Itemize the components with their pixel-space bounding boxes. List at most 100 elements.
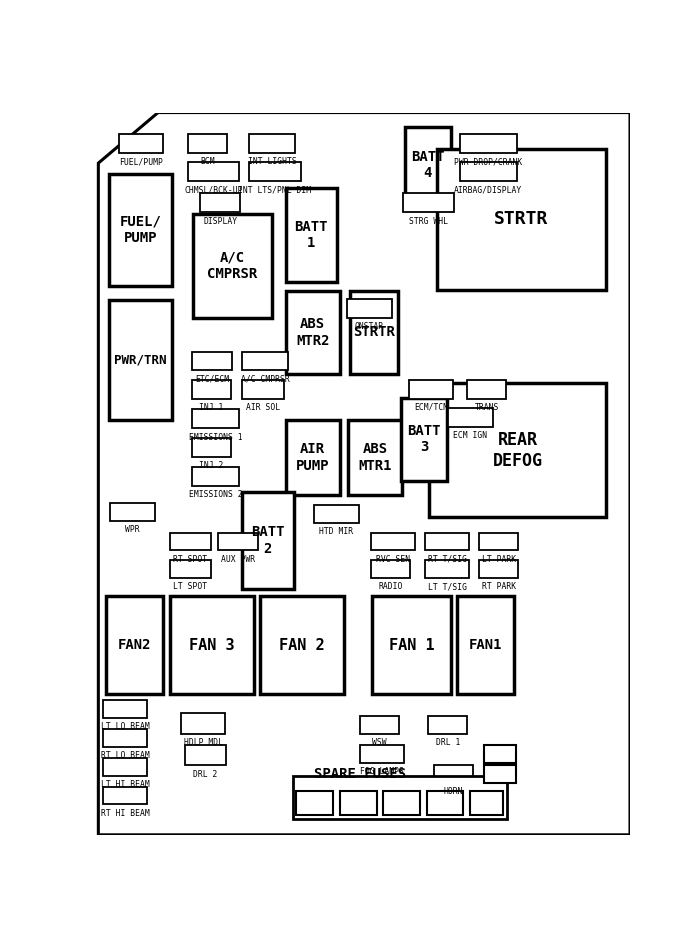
Bar xyxy=(109,300,172,419)
Text: RT PARK: RT PARK xyxy=(482,582,516,591)
Bar xyxy=(480,560,518,578)
Bar xyxy=(293,776,507,819)
Bar xyxy=(426,792,463,814)
Bar xyxy=(242,352,288,371)
Text: EMISSIONS 2: EMISSIONS 2 xyxy=(189,491,242,499)
Bar xyxy=(425,533,470,551)
Bar xyxy=(192,467,239,486)
Text: BCM: BCM xyxy=(200,158,215,166)
Text: WSW: WSW xyxy=(372,738,386,747)
Text: RT T/SIG: RT T/SIG xyxy=(428,554,467,564)
Bar xyxy=(383,792,420,814)
Bar xyxy=(371,533,415,551)
Text: INJ 1: INJ 1 xyxy=(199,403,223,412)
Text: INT LIGHTS: INT LIGHTS xyxy=(248,158,297,166)
Text: FAN 3: FAN 3 xyxy=(189,638,234,653)
Text: ECM IGN: ECM IGN xyxy=(454,431,488,440)
Bar xyxy=(192,352,232,371)
Bar xyxy=(103,787,147,805)
Bar xyxy=(433,765,473,783)
Text: ABS
MTR1: ABS MTR1 xyxy=(358,443,392,473)
Bar xyxy=(360,746,405,763)
Bar xyxy=(286,291,340,374)
Bar xyxy=(470,792,503,814)
Bar xyxy=(448,408,493,427)
Bar xyxy=(193,214,272,318)
Text: HTD MIR: HTD MIR xyxy=(319,527,354,537)
Bar xyxy=(181,714,225,734)
Text: STRTR: STRTR xyxy=(353,325,395,340)
Bar xyxy=(249,162,301,181)
Bar xyxy=(348,419,402,495)
Bar xyxy=(340,792,377,814)
Text: PWR DROP/CRANK: PWR DROP/CRANK xyxy=(454,158,522,166)
Text: A/C
CMPRSR: A/C CMPRSR xyxy=(207,251,258,281)
Bar xyxy=(458,597,514,694)
Bar xyxy=(371,560,409,578)
Text: A/C CMPRSR: A/C CMPRSR xyxy=(241,375,290,384)
Bar xyxy=(103,730,147,747)
Text: AIR SOL: AIR SOL xyxy=(246,403,280,412)
Text: AIR
PUMP: AIR PUMP xyxy=(296,443,330,473)
Text: INJ 2: INJ 2 xyxy=(199,461,223,471)
Bar xyxy=(188,134,227,153)
Bar xyxy=(192,380,231,399)
Bar xyxy=(242,380,284,399)
Bar xyxy=(429,384,606,517)
Bar xyxy=(242,492,294,589)
Text: LT LO BEAM: LT LO BEAM xyxy=(101,722,149,731)
Bar xyxy=(249,134,295,153)
Bar xyxy=(360,717,399,734)
Bar xyxy=(192,438,231,457)
Text: HDLP MDL: HDLP MDL xyxy=(183,738,223,747)
Text: LT PARK: LT PARK xyxy=(482,554,516,564)
Bar xyxy=(296,792,333,814)
Bar xyxy=(402,193,454,212)
Bar xyxy=(468,380,506,399)
Bar xyxy=(428,717,468,734)
Bar xyxy=(192,409,239,428)
Bar xyxy=(438,149,606,290)
Bar xyxy=(185,746,226,765)
Bar xyxy=(484,746,516,763)
Bar xyxy=(109,174,172,286)
Text: FAN1: FAN1 xyxy=(469,638,503,652)
Bar xyxy=(188,162,239,181)
Text: FAN 2: FAN 2 xyxy=(279,638,325,653)
Text: LT HI BEAM: LT HI BEAM xyxy=(101,779,149,789)
Bar xyxy=(349,291,398,374)
Text: ONSTAR: ONSTAR xyxy=(355,322,384,331)
Text: ECM/TCM: ECM/TCM xyxy=(414,403,448,412)
Text: BATT
2: BATT 2 xyxy=(251,525,285,555)
Bar xyxy=(484,765,516,783)
Bar xyxy=(314,506,358,522)
Text: STRTR: STRTR xyxy=(494,210,549,228)
Text: TRANS: TRANS xyxy=(475,403,499,412)
Bar xyxy=(425,560,470,578)
Text: REAR
DEFOG: REAR DEFOG xyxy=(492,431,542,470)
Text: RT SPOT: RT SPOT xyxy=(173,554,207,564)
Bar xyxy=(170,533,211,551)
Bar xyxy=(460,134,517,153)
Bar xyxy=(286,189,337,282)
Text: ABS
MTR2: ABS MTR2 xyxy=(296,317,330,348)
Bar xyxy=(170,560,211,578)
Text: BATT
1: BATT 1 xyxy=(295,220,328,250)
Bar xyxy=(260,597,344,694)
Text: RVC SEN: RVC SEN xyxy=(376,554,410,564)
Text: PWR/TRN: PWR/TRN xyxy=(114,354,167,367)
Text: DISPLAY: DISPLAY xyxy=(203,217,237,225)
Bar xyxy=(460,162,517,181)
Bar xyxy=(286,419,340,495)
Text: LT SPOT: LT SPOT xyxy=(173,582,207,591)
Text: RT LO BEAM: RT LO BEAM xyxy=(101,751,149,760)
Bar xyxy=(111,504,155,521)
Text: EMISSIONS 1: EMISSIONS 1 xyxy=(189,432,242,442)
Bar xyxy=(103,758,147,776)
Text: DRL 1: DRL 1 xyxy=(435,738,460,747)
Bar xyxy=(170,597,254,694)
Bar xyxy=(409,380,453,399)
Bar xyxy=(347,299,392,318)
Text: RADIO: RADIO xyxy=(378,582,402,591)
Text: FUEL/PUMP: FUEL/PUMP xyxy=(119,158,163,166)
